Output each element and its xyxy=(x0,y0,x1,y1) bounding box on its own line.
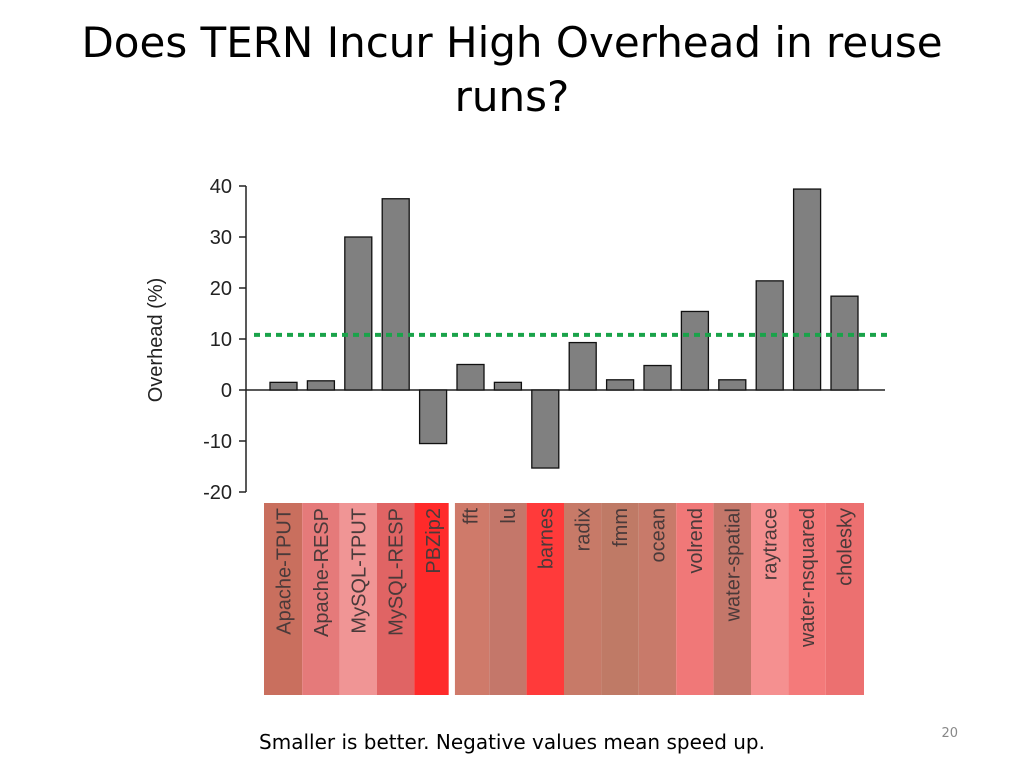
y-tick-label: 40 xyxy=(210,176,232,198)
x-tick-label: fmm xyxy=(610,508,632,547)
bar-lu xyxy=(493,381,523,391)
bar-water-spatial xyxy=(718,379,747,391)
x-tick-label: radix xyxy=(573,508,595,551)
bar-cholesky xyxy=(830,295,859,391)
slide-title: Does TERN Incur High Overhead in reuse r… xyxy=(81,18,943,121)
x-tick-label: Apache-RESP xyxy=(311,508,333,637)
bar-mysql-resp xyxy=(381,198,410,391)
y-tick-label: 0 xyxy=(221,380,232,402)
x-tick-label: MySQL-TPUT xyxy=(348,508,370,634)
label-highlight-band xyxy=(601,503,639,695)
y-tick-label: -10 xyxy=(203,431,232,453)
page-number: 20 xyxy=(941,726,958,741)
label-highlight-band xyxy=(564,503,602,695)
y-tick-label: 30 xyxy=(210,227,232,249)
label-highlight-band xyxy=(264,503,303,695)
label-highlight-bands xyxy=(264,503,864,695)
label-highlight-band xyxy=(414,503,449,695)
bar-apache-tput xyxy=(269,381,298,391)
group-separator xyxy=(448,503,455,695)
x-tick-label: fft xyxy=(461,508,483,525)
bar-apache-resp xyxy=(306,380,336,391)
bar-fmm xyxy=(605,379,635,391)
label-highlight-band xyxy=(377,503,415,695)
x-tick-labels: Apache-TPUT Apache-RESP MySQL-TPUT MySQL-RE… xyxy=(274,508,857,648)
x-tick-label: water-nsquared xyxy=(797,508,819,648)
bar-mysql-tput xyxy=(344,236,373,391)
y-tick-label: 10 xyxy=(210,329,232,351)
x-tick-label: cholesky xyxy=(835,508,857,586)
label-highlight-band xyxy=(302,503,340,695)
x-tick-label: raytrace xyxy=(760,508,782,580)
label-highlight-band xyxy=(454,503,490,695)
label-highlight-band xyxy=(489,503,527,695)
bar-fft xyxy=(456,363,485,391)
bar-barnes xyxy=(531,389,560,469)
x-tick-label: water-spatial xyxy=(722,508,744,622)
x-tick-label: MySQL-RESP xyxy=(386,508,408,636)
bar-radix xyxy=(568,341,597,391)
label-highlight-band xyxy=(676,503,714,695)
label-highlight-band xyxy=(713,503,751,695)
y-axis-label: Overhead (%) xyxy=(145,278,167,403)
bar-pbzip2 xyxy=(418,389,448,445)
bar-ocean xyxy=(643,364,672,391)
bar-water-nsquared xyxy=(792,188,822,391)
label-highlight-band xyxy=(638,503,677,695)
label-highlight-band xyxy=(825,503,864,695)
label-highlight-band xyxy=(526,503,564,695)
x-tick-label: ocean xyxy=(648,508,670,563)
y-tick-label: -20 xyxy=(203,482,232,504)
footnote: Smaller is better. Negative values mean … xyxy=(259,730,765,754)
x-tick-label: PBZip2 xyxy=(423,508,445,574)
bars xyxy=(269,188,859,469)
label-highlight-band xyxy=(751,503,789,695)
bar-volrend xyxy=(680,310,710,391)
x-tick-label: lu xyxy=(498,508,520,524)
label-highlight-band xyxy=(339,503,377,695)
x-tick-label: Apache-TPUT xyxy=(274,508,296,635)
x-tick-label: volrend xyxy=(685,508,707,574)
label-highlight-band xyxy=(788,503,826,695)
y-tick-label: 20 xyxy=(210,278,232,300)
x-tick-label: barnes xyxy=(535,508,557,569)
